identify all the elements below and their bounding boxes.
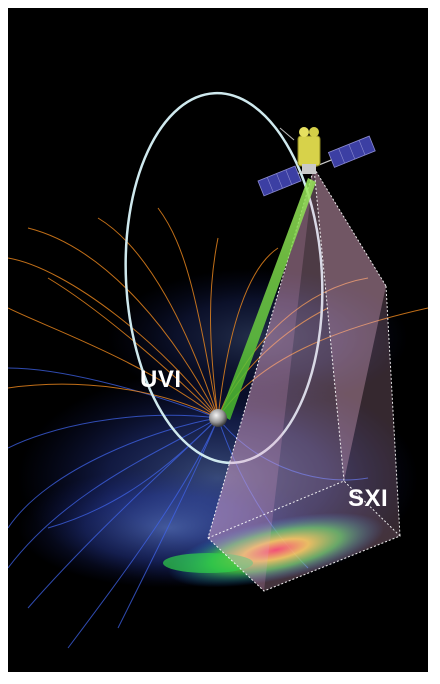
- earth-icon: [209, 409, 227, 427]
- sxi-field-of-view: [207, 167, 401, 592]
- orbit-ring: [124, 91, 324, 465]
- scene-graphic: [8, 91, 428, 649]
- sxi-label: SXI: [348, 485, 389, 512]
- illustration-scene: UVI SXI: [8, 8, 428, 672]
- satellite-icon: [257, 127, 376, 197]
- uvi-beam: [220, 178, 316, 420]
- uvi-label: UVI: [140, 366, 182, 393]
